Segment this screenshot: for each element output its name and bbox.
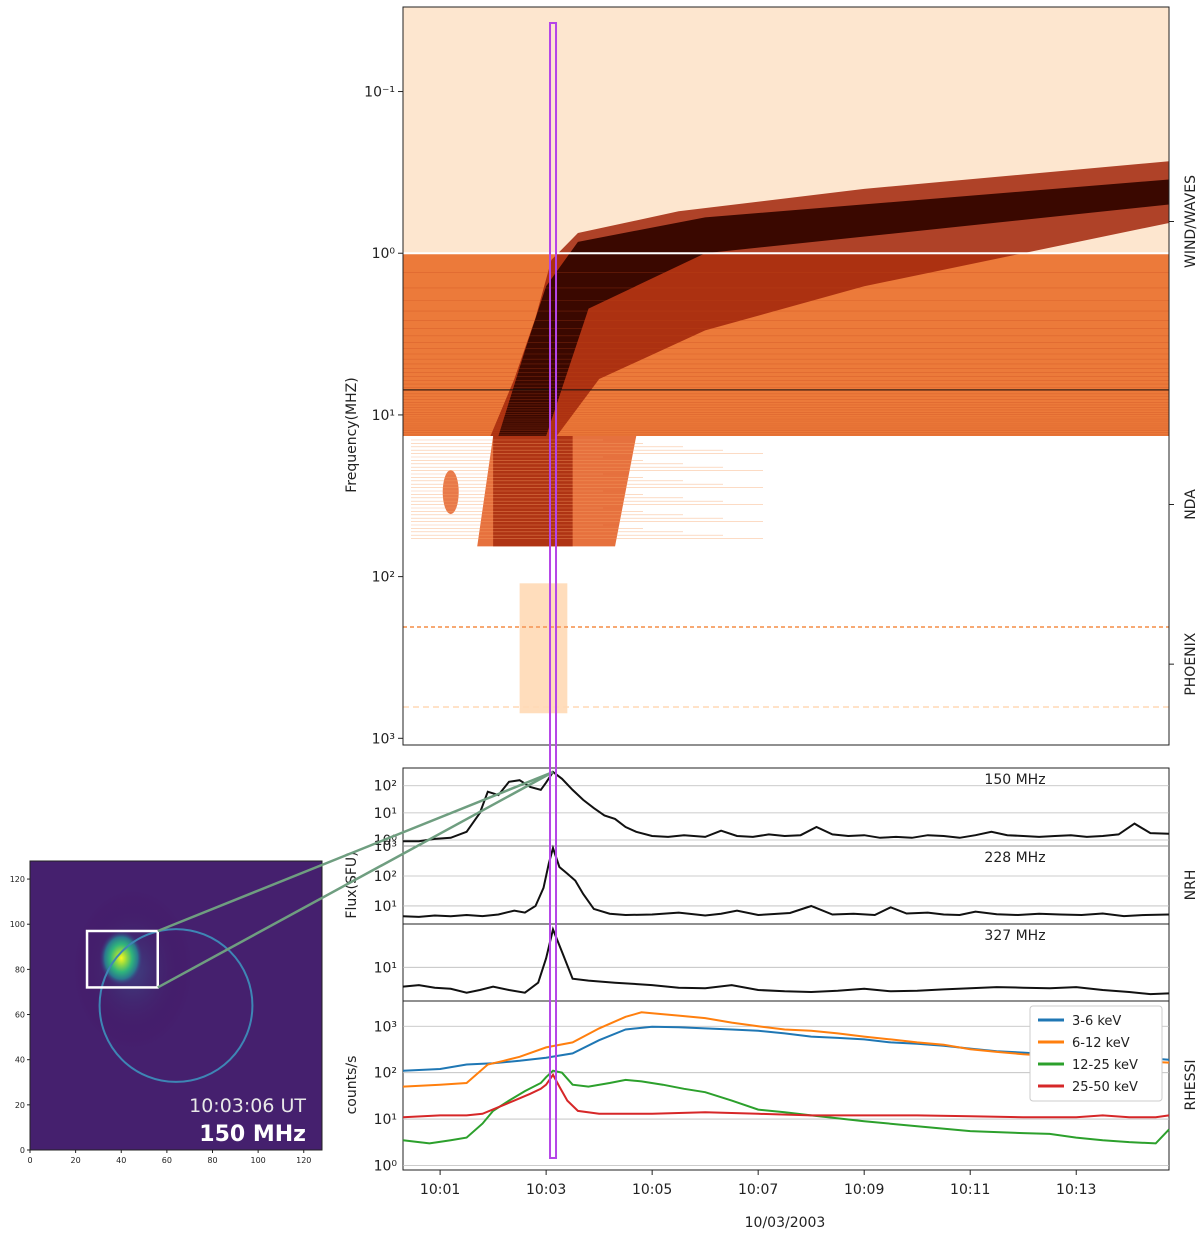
y-tick-label: 10¹: [372, 408, 395, 424]
legend-label: 6-12 keV: [1072, 1036, 1130, 1051]
y-tick-label: 20: [15, 1101, 25, 1110]
y-tick-label: 10¹: [374, 1112, 397, 1128]
rhessi-panel: 10⁰ 10¹ 10² 10³ 3-6 keV 6-12 keV 12-25 keV 25-5…: [344, 1000, 1199, 1175]
instrument-label: WIND/WAVES: [1183, 175, 1199, 268]
x-tick-label: 10:13: [1056, 1182, 1096, 1198]
nrh-panel-frame: [402, 923, 1170, 1002]
legend-label: 3-6 keV: [1072, 1014, 1121, 1029]
nrh-flux-line: [403, 770, 1170, 843]
instrument-label: PHOENIX: [1183, 632, 1199, 695]
nrh-panel-label: 150 MHz: [984, 772, 1045, 788]
spectrum-frame: [402, 6, 1170, 746]
x-tick-label: 80: [207, 1156, 217, 1165]
radio-source: [99, 930, 144, 987]
y-tick-label: 10¹: [374, 806, 397, 822]
y-tick-label: 10²: [374, 779, 397, 795]
connector-line: [157, 770, 554, 989]
y-tick-label: 10¹: [374, 960, 397, 976]
x-tick-label: 100: [250, 1156, 265, 1165]
x-tick-label: 10:09: [844, 1182, 884, 1198]
rhessi-series-line: [402, 1072, 1170, 1119]
y-tick-label: 40: [15, 1056, 25, 1065]
x-tick-label: 10:05: [632, 1182, 672, 1198]
burst-drift-core: [498, 179, 1169, 436]
x-tick-label: 120: [296, 1156, 311, 1165]
nrh-flux-line: [402, 844, 1170, 918]
nda-precursor: [442, 470, 459, 515]
y-tick-label: 10³: [372, 731, 395, 747]
nrh-ylabel: Flux(SFU): [344, 851, 360, 918]
highlight-time-marker: [549, 22, 558, 1159]
phoenix-band: [403, 573, 1169, 745]
nrh-panel-label: 228 MHz: [984, 850, 1045, 866]
y-tick-label: 10³: [374, 1019, 397, 1035]
nrh-flux-line: [402, 926, 1170, 996]
y-tick-label: 60: [15, 1011, 25, 1020]
y-tick-label: 10⁰: [372, 246, 396, 262]
x-tick-label: 40: [116, 1156, 126, 1165]
time-axis: 10:01 10:03 10:05 10:07 10:09 10:11 10:13: [420, 1170, 1096, 1198]
y-tick-label: 10⁻¹: [364, 85, 395, 101]
legend-box: [1029, 1005, 1163, 1102]
legend-label: 12-25 keV: [1072, 1058, 1138, 1073]
x-tick-label: 10:11: [950, 1182, 990, 1198]
spectrum-ylabel: Frequency(MHZ): [344, 377, 360, 492]
x-tick-label: 10:01: [420, 1182, 460, 1198]
connector-line: [157, 770, 554, 933]
y-tick-label: 10¹: [374, 899, 397, 915]
nrh-image-panel: 0 20 40 60 80 100 120 0 20 40 60 80 100 120 10:03:06 U…: [10, 860, 323, 1165]
y-tick-label: 10³: [374, 839, 397, 855]
y-tick-label: 10²: [374, 1066, 397, 1082]
x-tick-label: 0: [27, 1156, 32, 1165]
y-tick-label: 10²: [372, 570, 395, 586]
highlight-bar: [549, 22, 558, 1159]
solar-limb-circle: [98, 928, 254, 1083]
date-label: 10/03/2003: [745, 1215, 826, 1231]
nrh-instrument-label: NRH: [1183, 870, 1199, 901]
image-timestamp: 10:03:06 UT: [189, 1095, 306, 1117]
phoenix-burst: [519, 583, 568, 714]
x-tick-label: 60: [162, 1156, 172, 1165]
x-tick-label: 10:07: [738, 1182, 778, 1198]
zoom-box: [85, 929, 159, 989]
y-tick-label: 0: [20, 1146, 25, 1155]
nrh-image-frame: [29, 860, 323, 1151]
x-tick-label: 10:03: [526, 1182, 566, 1198]
dynamic-spectrum-panel: 10⁻¹ 10⁰ 10¹ 10² 10³ Frequency(MHZ) WIND/WAVES…: [344, 6, 1199, 747]
y-tick-label: 80: [15, 965, 25, 974]
nrh-panel-label: 327 MHz: [984, 928, 1045, 944]
y-tick-label: 100: [10, 920, 25, 929]
zoom-connector-lines: [157, 770, 554, 989]
y-tick-label: 10²: [374, 869, 397, 885]
rhessi-ylabel: counts/s: [344, 1056, 360, 1115]
legend-label: 25-50 keV: [1072, 1080, 1138, 1095]
image-frequency: 150 MHz: [199, 1122, 306, 1147]
nrh-panel-frame: [402, 845, 1170, 925]
rhessi-instrument-label: RHESSI: [1183, 1059, 1199, 1110]
x-tick-label: 20: [71, 1156, 81, 1165]
y-tick-label: 10⁰: [374, 1159, 398, 1175]
instrument-label: NDA: [1183, 489, 1199, 520]
y-tick-label: 120: [10, 875, 25, 884]
